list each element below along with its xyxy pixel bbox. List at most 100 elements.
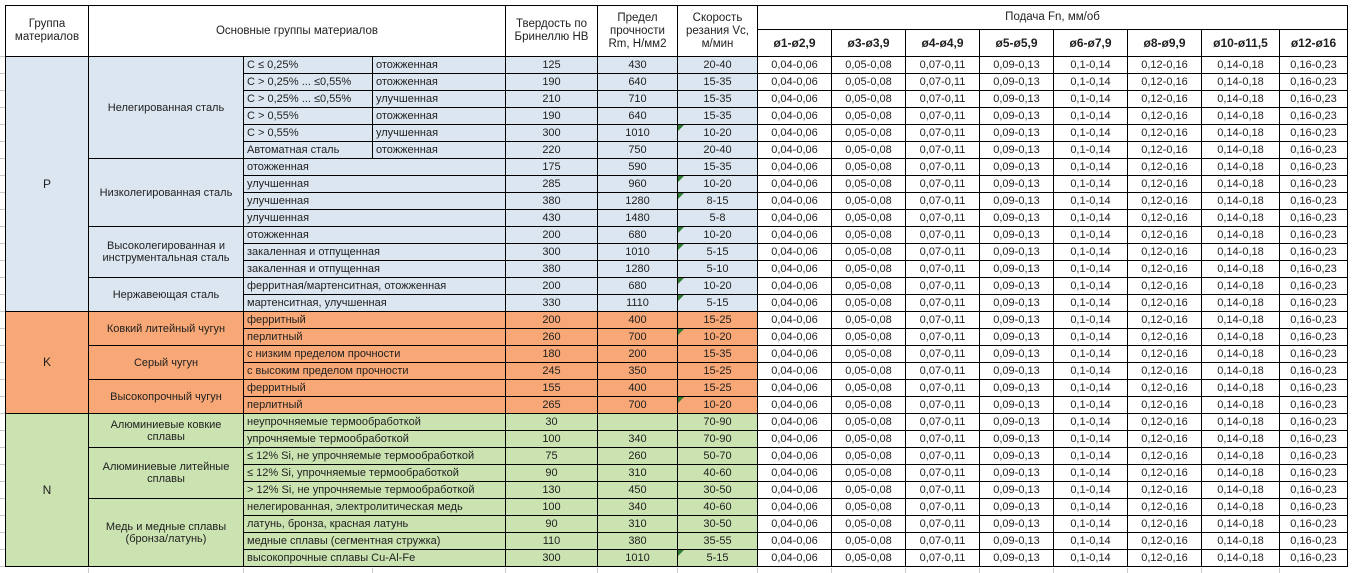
feed-value-cell: 0,05-0,08	[831, 396, 906, 414]
table-row: улучшенная 380 1280 8-15 0,04-0,06 0,05-0,08 0…	[6, 192, 1348, 210]
feed-value-cell: 0,12-0,16	[1127, 430, 1202, 448]
cutting-speed-vc-cell: 5-15	[677, 294, 758, 312]
feed-value-cell: 0,05-0,08	[831, 175, 906, 193]
cell-flag-triangle-icon	[678, 125, 684, 131]
feed-value-cell: 0,1-0,14	[1053, 158, 1128, 176]
feed-value-cell: 0,12-0,16	[1127, 362, 1202, 380]
feed-value-cell: 0,12-0,16	[1127, 243, 1202, 261]
feed-value-cell: 0,1-0,14	[1053, 209, 1128, 227]
feed-value-cell: 0,05-0,08	[831, 294, 906, 312]
material-condition-cell: улучшенная	[243, 209, 506, 227]
feed-value-cell: 0,1-0,14	[1053, 413, 1128, 431]
feed-value-cell: 0,16-0,23	[1279, 124, 1348, 142]
tensile-rm-cell: 340	[597, 498, 678, 516]
hardness-hb-cell: 110	[505, 532, 598, 550]
feed-value-cell: 0,04-0,06	[757, 515, 832, 533]
table-row: улучшенная 430 1480 5-8 0,04-0,06 0,05-0,08 0,…	[6, 209, 1348, 227]
feed-value-cell: 0,07-0,11	[905, 481, 980, 499]
tensile-rm-cell: 750	[597, 141, 678, 159]
tensile-rm-cell: 640	[597, 107, 678, 125]
feed-value-cell: 0,12-0,16	[1127, 226, 1202, 244]
tensile-rm-cell: 1010	[597, 124, 678, 142]
hardness-hb-cell: 90	[505, 464, 598, 482]
hardness-hb-cell: 190	[505, 73, 598, 91]
feed-value-cell: 0,16-0,23	[1279, 260, 1348, 278]
tensile-rm-cell: 1110	[597, 294, 678, 312]
header-feed-diameter: ø3-ø3,9	[831, 29, 906, 57]
header-brinell-hardness: Твердость по Бринеллю HB	[505, 5, 598, 57]
feed-value-cell: 0,09-0,13	[979, 175, 1054, 193]
sheet-gridline-tick	[677, 568, 678, 573]
hardness-hb-cell: 430	[505, 209, 598, 227]
feed-value-cell: 0,14-0,18	[1201, 260, 1280, 278]
feed-value-cell: 0,07-0,11	[905, 464, 980, 482]
feed-value-cell: 0,16-0,23	[1279, 515, 1348, 533]
sheet-gridline-tick	[1053, 568, 1054, 573]
feed-value-cell: 0,12-0,16	[1127, 277, 1202, 295]
feed-value-cell: 0,04-0,06	[757, 158, 832, 176]
cutting-speed-vc-cell: 15-35	[677, 345, 758, 363]
header-feed-diameter: ø6-ø7,9	[1053, 29, 1128, 57]
sheet-gridline-tick	[1279, 568, 1280, 573]
feed-value-cell: 0,12-0,16	[1127, 396, 1202, 414]
tensile-rm-cell: 380	[597, 532, 678, 550]
feed-value-cell: 0,04-0,06	[757, 141, 832, 159]
material-condition-cell: закаленная и отпущенная	[243, 243, 506, 261]
table-row: закаленная и отпущенная 380 1280 5-10 0,04-0…	[6, 260, 1348, 278]
feed-value-cell: 0,1-0,14	[1053, 192, 1128, 210]
feed-value-cell: 0,05-0,08	[831, 498, 906, 516]
feed-value-cell: 0,1-0,14	[1053, 277, 1128, 295]
table-row: Высоколегированная и инструментальная ст…	[6, 226, 1348, 278]
feed-value-cell: 0,1-0,14	[1053, 294, 1128, 312]
material-condition-cell: перлитный	[243, 328, 506, 346]
feed-value-cell: 0,05-0,08	[831, 311, 906, 329]
feed-value-cell: 0,07-0,11	[905, 311, 980, 329]
table-row: Низколегированная сталь отожженная 175 590 1…	[6, 158, 1348, 227]
cell-flag-triangle-icon	[678, 295, 684, 301]
cell-flag-triangle-icon	[678, 278, 684, 284]
feed-value-cell: 0,16-0,23	[1279, 345, 1348, 363]
feed-value-cell: 0,05-0,08	[831, 481, 906, 499]
hardness-hb-cell: 75	[505, 447, 598, 465]
hardness-hb-cell: 300	[505, 124, 598, 142]
tensile-rm-cell: 200	[597, 345, 678, 363]
feed-value-cell: 0,12-0,16	[1127, 328, 1202, 346]
header-feed-diameter: ø5-ø5,9	[979, 29, 1054, 57]
feed-value-cell: 0,12-0,16	[1127, 413, 1202, 431]
material-condition-cell: ≤ 12% Si, не упрочняемые термообработкой	[243, 447, 506, 465]
cutting-speed-vc-cell: 50-70	[677, 447, 758, 465]
cutting-speed-vc-cell: 10-20	[677, 175, 758, 193]
hardness-hb-cell: 380	[505, 260, 598, 278]
tensile-rm-cell: 700	[597, 396, 678, 414]
header-feed-diameter: ø1-ø2,9	[757, 29, 832, 57]
feed-value-cell: 0,07-0,11	[905, 56, 980, 74]
material-condition-cell: C > 0,55%	[243, 124, 373, 142]
feed-value-cell: 0,09-0,13	[979, 56, 1054, 74]
feed-value-cell: 0,1-0,14	[1053, 73, 1128, 91]
feed-value-cell: 0,04-0,06	[757, 175, 832, 193]
header-cutting-speed: Скорость резания Vc, м/мин	[677, 5, 758, 57]
material-condition-cell: Автоматная сталь	[243, 141, 373, 159]
cutting-speed-vc-cell: 15-35	[677, 73, 758, 91]
feed-value-cell: 0,04-0,06	[757, 107, 832, 125]
feed-value-cell: 0,05-0,08	[831, 73, 906, 91]
feed-value-cell: 0,12-0,16	[1127, 498, 1202, 516]
tensile-rm-cell: 680	[597, 226, 678, 244]
feed-value-cell: 0,1-0,14	[1053, 311, 1128, 329]
cutting-speed-vc-cell: 15-25	[677, 379, 758, 397]
feed-value-cell: 0,07-0,11	[905, 396, 980, 414]
material-condition-cell: неупрочняемые термообработкой	[243, 413, 506, 431]
feed-value-cell: 0,07-0,11	[905, 73, 980, 91]
feed-value-cell: 0,12-0,16	[1127, 311, 1202, 329]
feed-value-cell: 0,04-0,06	[757, 498, 832, 516]
cutting-speed-vc-cell: 8-15	[677, 192, 758, 210]
feed-value-cell: 0,16-0,23	[1279, 192, 1348, 210]
feed-value-cell: 0,09-0,13	[979, 260, 1054, 278]
hardness-hb-cell: 175	[505, 158, 598, 176]
cutting-speed-vc-cell: 70-90	[677, 413, 758, 431]
cutting-speed-vc-cell: 10-20	[677, 226, 758, 244]
tensile-rm-cell: 640	[597, 73, 678, 91]
cell-flag-triangle-icon	[678, 244, 684, 250]
feed-value-cell: 0,05-0,08	[831, 192, 906, 210]
table-row: Алюминиевые литейные сплавы ≤ 12% Si, не …	[6, 447, 1348, 499]
